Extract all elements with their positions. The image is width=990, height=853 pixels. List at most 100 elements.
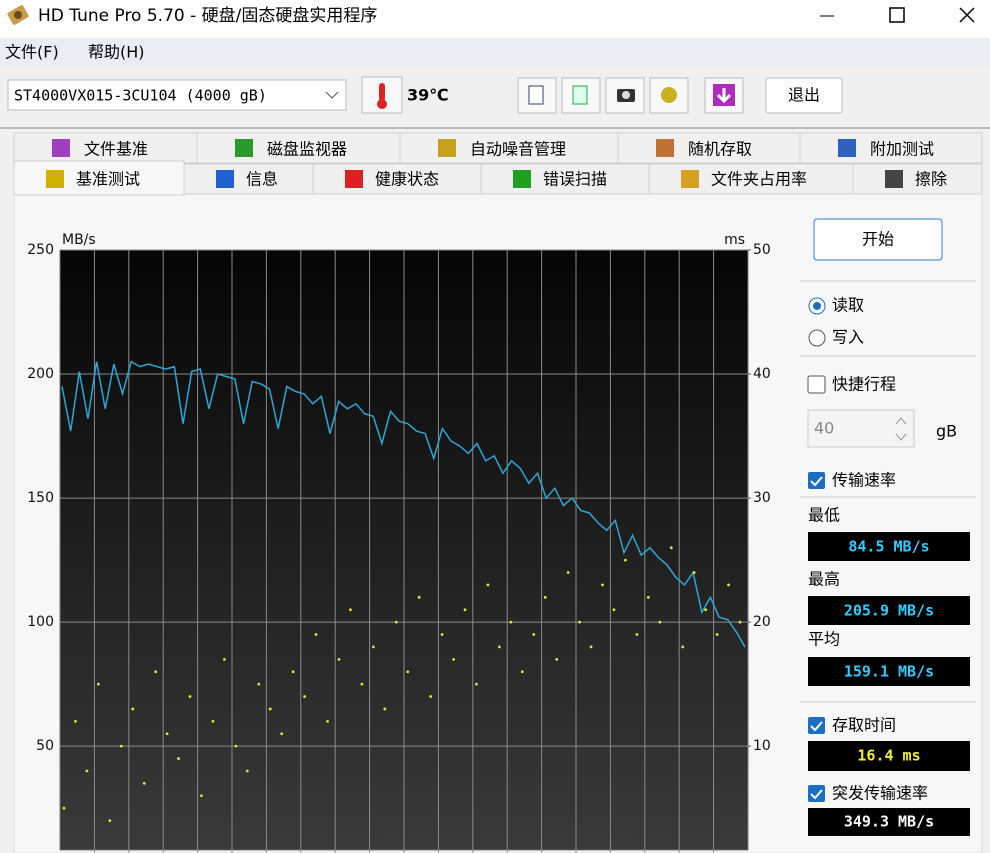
access-time-point bbox=[211, 719, 215, 723]
access-time-point bbox=[234, 744, 238, 748]
stroke-unit: gB bbox=[936, 422, 957, 441]
avg-value: 159.1 MB/s bbox=[844, 663, 934, 681]
access-time-point bbox=[280, 732, 284, 736]
access-time-point bbox=[727, 583, 730, 587]
radio-dot bbox=[813, 302, 821, 310]
access-time-point bbox=[165, 732, 169, 736]
max-box bbox=[808, 596, 970, 625]
access-time-point bbox=[669, 546, 673, 550]
tab[interactable] bbox=[13, 160, 185, 196]
thermometer-icon bbox=[377, 83, 387, 109]
menu-help[interactable]: 帮助(H) bbox=[88, 43, 145, 62]
access-time-point bbox=[486, 583, 490, 587]
tab-icon bbox=[52, 139, 70, 157]
toolbar-icons bbox=[517, 77, 744, 114]
tab[interactable] bbox=[617, 132, 801, 164]
title-bar bbox=[0, 0, 990, 38]
checkbox[interactable] bbox=[808, 717, 825, 734]
access-time-point bbox=[131, 707, 135, 711]
tab-label: 随机存取 bbox=[688, 140, 752, 159]
access-time-point bbox=[383, 707, 387, 711]
window-title: HD Tune Pro 5.70 - 硬盘/固态硬盘实用程序 bbox=[38, 6, 377, 26]
access-time-point bbox=[314, 633, 318, 636]
exit-label: 退出 bbox=[788, 86, 820, 105]
access-time-point bbox=[715, 633, 719, 636]
access-time-point bbox=[200, 794, 203, 798]
y-tick-label: 100 bbox=[27, 614, 54, 630]
tab-label: 文件夹占用率 bbox=[711, 170, 807, 189]
chart: 50 100 150 200 250 10 20 30 40 50 bbox=[27, 242, 771, 853]
access-time-point bbox=[543, 595, 547, 599]
tab[interactable] bbox=[799, 132, 983, 164]
check-mark bbox=[810, 721, 823, 732]
tab-icon bbox=[438, 139, 456, 157]
checkbox[interactable] bbox=[808, 785, 825, 802]
tab-label: 文件基准 bbox=[84, 140, 148, 159]
check-mark bbox=[810, 476, 823, 487]
access-time-point bbox=[257, 682, 261, 686]
tab-icon bbox=[46, 170, 64, 188]
access-time-point bbox=[371, 645, 375, 649]
access-time-point bbox=[497, 645, 501, 649]
drive-select[interactable] bbox=[7, 79, 347, 111]
tab[interactable] bbox=[183, 163, 314, 195]
dropdown-arrow bbox=[325, 91, 339, 99]
y-axis-label: MB/s bbox=[62, 232, 96, 248]
avg-label: 平均 bbox=[808, 630, 840, 649]
checkbox[interactable] bbox=[808, 472, 825, 489]
max-label: 最高 bbox=[808, 570, 840, 589]
access-box bbox=[808, 741, 970, 771]
access-time-point bbox=[268, 707, 272, 711]
tab-label: 自动噪音管理 bbox=[470, 140, 566, 159]
access-time-point bbox=[646, 595, 650, 599]
save-button[interactable] bbox=[704, 77, 744, 114]
access-time-point bbox=[589, 645, 593, 649]
avg-box bbox=[808, 657, 970, 686]
y2-tick-label: 40 bbox=[753, 366, 771, 382]
read-label: 读取 bbox=[832, 296, 864, 315]
spin-arrows[interactable] bbox=[895, 417, 907, 441]
checkbox-label: 存取时间 bbox=[832, 716, 896, 735]
tab[interactable] bbox=[852, 163, 983, 195]
y-tick-label: 150 bbox=[27, 490, 54, 506]
write-label: 写入 bbox=[832, 328, 864, 347]
access-time-point bbox=[692, 571, 696, 574]
temperature: 39℃ bbox=[407, 86, 449, 105]
menu-file[interactable]: 文件(F) bbox=[5, 43, 59, 62]
tab-icon bbox=[345, 170, 363, 188]
transfer-rate-line bbox=[61, 360, 746, 648]
access-time-point bbox=[326, 719, 329, 723]
exit-button[interactable] bbox=[765, 77, 843, 114]
y2-tick-label: 10 bbox=[753, 738, 771, 754]
access-time-point bbox=[85, 769, 89, 773]
short-stroke-checkbox[interactable] bbox=[807, 375, 826, 394]
y2-axis-label: ms bbox=[724, 232, 745, 248]
access-time-point bbox=[62, 806, 66, 810]
tab-icon bbox=[681, 170, 699, 188]
write-radio[interactable] bbox=[808, 329, 826, 347]
access-time-point bbox=[417, 595, 421, 599]
access-time-point bbox=[601, 583, 604, 587]
access-time-point bbox=[520, 670, 524, 674]
tab[interactable] bbox=[312, 163, 482, 195]
start-button[interactable] bbox=[813, 218, 943, 261]
access-time-point bbox=[337, 657, 341, 661]
tab-label: 信息 bbox=[246, 170, 278, 189]
tab-icon bbox=[656, 139, 674, 157]
access-time-point bbox=[108, 819, 112, 822]
access-time-point bbox=[96, 682, 100, 686]
access-time-point bbox=[532, 633, 536, 636]
tab[interactable] bbox=[196, 132, 401, 164]
access-time-point bbox=[429, 695, 433, 698]
burst-value: 349.3 MB/s bbox=[844, 813, 934, 831]
min-value: 84.5 MB/s bbox=[848, 538, 929, 556]
tab-icon bbox=[885, 170, 903, 188]
close-button[interactable] bbox=[959, 7, 975, 23]
maximize-button[interactable] bbox=[889, 7, 905, 23]
tab-icon bbox=[513, 170, 531, 188]
access-time-point bbox=[463, 608, 467, 612]
stroke-spinbox[interactable] bbox=[807, 409, 915, 448]
y2-tick-label: 30 bbox=[753, 490, 771, 506]
